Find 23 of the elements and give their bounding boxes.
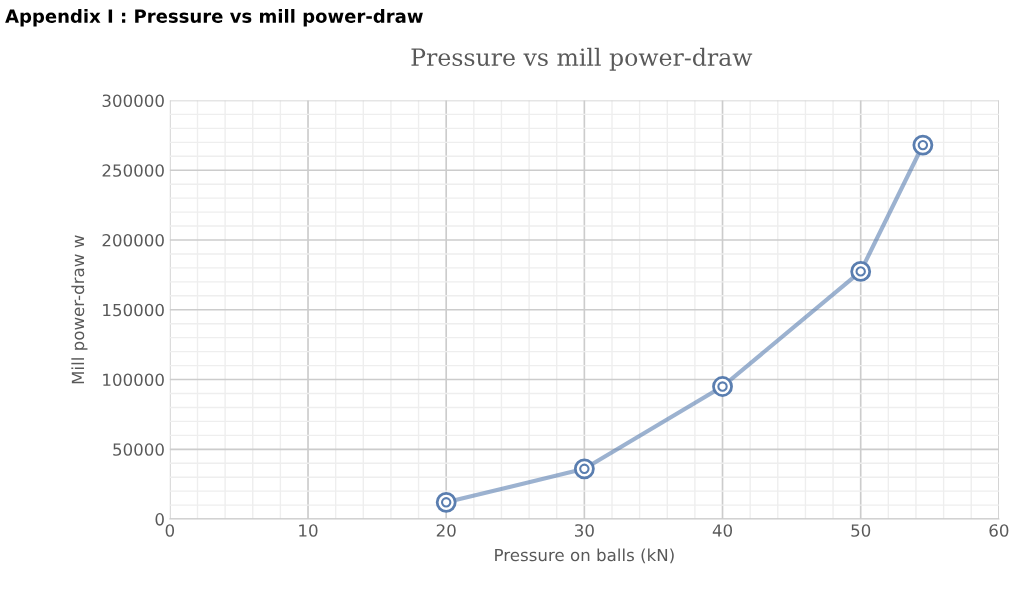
x-axis-title: Pressure on balls (kN): [495, 548, 674, 564]
x-tick-label: 40: [712, 524, 733, 537]
x-tick-label: 50: [851, 524, 871, 537]
y-axis-title: Mill power-draw w: [71, 235, 88, 384]
x-tick-label: 20: [436, 524, 456, 537]
y-tick-label: 250000: [102, 164, 164, 177]
y-tick-label: 100000: [103, 373, 164, 387]
y-tick-label: 0: [155, 513, 164, 526]
x-tick-label: 30: [575, 524, 594, 537]
point: [435, 491, 457, 513]
point: [712, 376, 733, 397]
y-tick-label: 50000: [113, 443, 164, 456]
point: [573, 458, 595, 480]
point: [850, 260, 872, 282]
text: Appendix I : Pressure vs mill power-draw: [5, 8, 423, 27]
x-tick-label: 0: [165, 524, 175, 537]
y-tick-label: 200000: [102, 233, 164, 247]
x-tick-label: 10: [299, 524, 318, 537]
chart-title: Pressure vs mill power-draw: [411, 47, 753, 71]
y-tick-label: 150000: [103, 303, 164, 317]
point: [912, 134, 934, 156]
y-tick-label: 300000: [102, 94, 164, 108]
x-tick-label: 60: [989, 524, 1009, 537]
